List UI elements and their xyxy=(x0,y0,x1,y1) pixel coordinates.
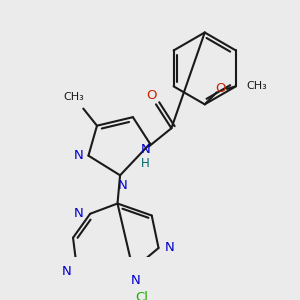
Text: H: H xyxy=(141,157,150,170)
Text: N: N xyxy=(73,149,83,162)
Text: N: N xyxy=(165,242,175,254)
Text: CH₃: CH₃ xyxy=(247,81,267,92)
Text: Cl: Cl xyxy=(135,291,148,300)
Text: N: N xyxy=(130,274,140,287)
Text: O: O xyxy=(215,82,225,95)
Text: N: N xyxy=(61,266,71,278)
Text: N: N xyxy=(74,207,84,220)
Text: N: N xyxy=(118,179,128,192)
Text: O: O xyxy=(146,89,157,102)
Text: CH₃: CH₃ xyxy=(64,92,84,103)
Text: N: N xyxy=(141,143,151,156)
